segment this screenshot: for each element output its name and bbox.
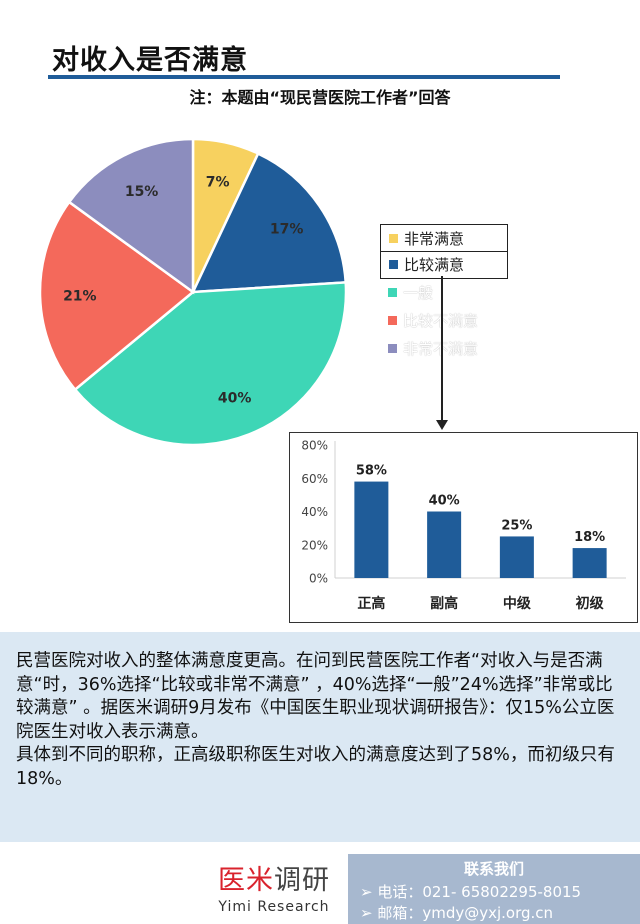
x-tick-label-2: 副高 [430,595,458,612]
bar-value-label-3: 25% [501,518,532,533]
brand-en: Yimi Research [218,899,330,915]
legend-swatch-2 [389,260,398,269]
legend-swatch-1 [389,233,398,243]
pie-label-1: 7% [206,175,230,191]
pie-label-3: 40% [218,390,252,406]
summary-paragraph-2: 具体到不同的职称，正高级职称医生对收入的满意度达到了58%，而初级只有18%。 [16,745,615,789]
pie-slice-5 [67,137,195,295]
brand-cn-red: 医米 [218,865,274,896]
bar-1 [354,481,389,578]
bar-value-label-1: 58% [356,464,387,479]
pie-label-5: 15% [125,184,159,200]
brand-cn: 医米调研 [204,858,344,897]
pie-slice-4 [38,200,196,392]
contact-email: ➢ 邮箱：ymdy@yxj.org.cn [360,904,554,922]
x-tick-label-3: 中级 [503,595,532,612]
bar-chart-panel: 0% 20% 40% 60% 80% 58% 正高 40% 副高 25% 中级 18% 初级 [289,432,638,623]
bar-value-label-2: 40% [429,494,460,509]
y-tick-label-1: 0% [309,572,328,586]
contact-box: 联系我们 ➢ 电话：021- 65802295-8015 ➢ 邮箱：ymdy@y… [348,854,640,924]
contact-phone: ➢ 电话：021- 65802295-8015 [360,883,582,901]
summary-panel: 民营医院对收入的整体满意度更高。在问到民营医院工作者“对收入与是否满意“时，36… [0,632,640,842]
pie-label-2: 17% [270,221,304,237]
legend-label-5: 非常不满意 [403,338,478,359]
pie-slice-3 [73,281,348,447]
legend-label-1: 非常满意 [404,229,465,248]
legend-swatch-3 [388,288,397,297]
arrow-connector [441,276,443,424]
contact-title: 联系我们 [463,860,524,878]
legend-item-1: 非常满意 [380,224,508,252]
pie-legend: 非常满意比较满意一般比较不满意非常不满意 [380,224,508,363]
title-underline [48,75,560,79]
legend-swatch-5 [388,344,397,353]
bar-value-label-4: 18% [574,530,605,545]
y-tick-label-2: 20% [301,538,328,552]
chart-note: 注：本题由“现民营医院工作者”回答 [189,88,451,107]
brand-logo: 医米调研 Yimi Research [204,858,344,915]
pie-slice-2 [190,151,348,294]
legend-item-2: 比较满意 [380,250,508,279]
summary-text: 民营医院对收入的整体满意度更高。在问到民营医院工作者“对收入与是否满意“时，36… [16,650,630,791]
legend-label-3: 一般 [403,284,434,302]
y-tick-label-4: 60% [301,472,328,486]
pie-chart: 7% 17% 40% 21% 15% [38,137,348,447]
y-tick-label-5: 80% [301,439,328,453]
brand-cn-dark: 调研 [274,865,330,896]
summary-paragraph-1: 民营医院对收入的整体满意度更高。在问到民营医院工作者“对收入与是否满意“时，36… [16,651,615,742]
bar-4 [572,548,607,578]
legend-label-2: 比较满意 [404,256,465,274]
legend-item-5: 非常不满意 [380,335,508,363]
legend-swatch-4 [388,316,397,325]
bar-chart: 0% 20% 40% 60% 80% 58% 正高 40% 副高 25% 中级 18% 初级 [301,439,626,612]
legend-item-3: 一般 [380,279,508,307]
x-tick-label-1: 正高 [357,595,385,612]
legend-item-4: 比较不满意 [380,307,508,335]
arrow-head-icon [436,420,448,430]
bar-2 [427,511,462,578]
y-tick-label-3: 40% [301,505,328,519]
x-tick-label-4: 初级 [576,595,605,612]
pie-label-4: 21% [63,289,97,305]
page-title: 对收入是否满意 [52,45,248,76]
legend-label-4: 比较不满意 [403,310,478,331]
bar-3 [499,536,534,578]
